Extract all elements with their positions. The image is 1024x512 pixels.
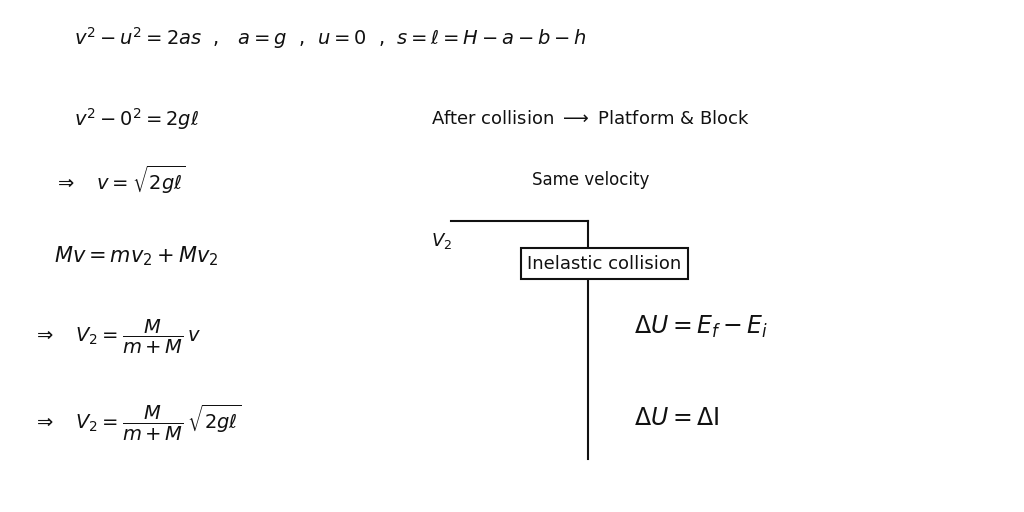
Text: $v^2 - 0^2 = 2g\ell$: $v^2 - 0^2 = 2g\ell$ xyxy=(74,106,199,132)
Text: $\Rightarrow$   $V_2 = \dfrac{M}{m + M}\, v$: $\Rightarrow$ $V_2 = \dfrac{M}{m + M}\, … xyxy=(34,318,202,356)
Text: Inelastic collision: Inelastic collision xyxy=(527,254,682,272)
Text: $\Delta U = E_f - E_i$: $\Delta U = E_f - E_i$ xyxy=(634,314,769,340)
Text: After collision $\longrightarrow$ Platform & Block: After collision $\longrightarrow$ Platfo… xyxy=(430,110,750,129)
Text: $v^2 - u^2 = 2as$  ,   $a = g$  ,  $u = 0$  ,  $s = \ell = H - a - b - h$: $v^2 - u^2 = 2as$ , $a = g$ , $u = 0$ , … xyxy=(74,25,587,51)
Text: $Mv = mv_2 + Mv_2$: $Mv = mv_2 + Mv_2$ xyxy=(53,244,218,268)
Text: $V_2$: $V_2$ xyxy=(430,231,452,251)
Text: $\Rightarrow$   $V_2 = \dfrac{M}{m + M}\,\sqrt{2g\ell}$: $\Rightarrow$ $V_2 = \dfrac{M}{m + M}\,\… xyxy=(34,403,242,443)
Text: Same velocity: Same velocity xyxy=(532,171,650,189)
Text: $\Delta U = \Delta$I: $\Delta U = \Delta$I xyxy=(634,406,720,430)
Text: $\Rightarrow$   $v = \sqrt{2g\ell}$: $\Rightarrow$ $v = \sqrt{2g\ell}$ xyxy=(53,164,185,196)
